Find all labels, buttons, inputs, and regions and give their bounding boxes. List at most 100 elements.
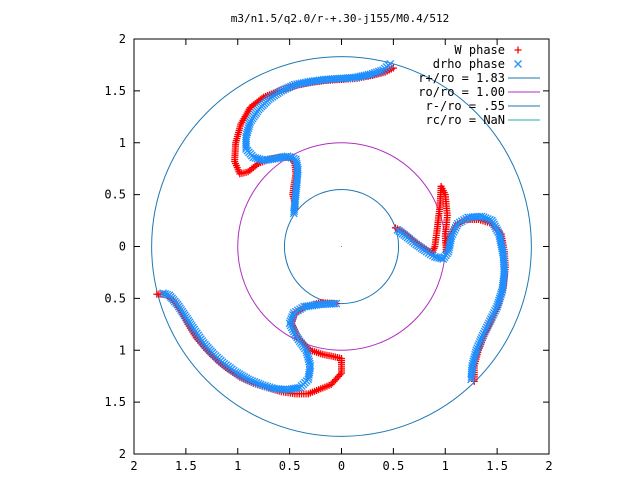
point-0-2-105 (336, 371, 344, 379)
point-1-0-108 (285, 153, 294, 161)
point-1-1-75 (487, 216, 496, 225)
point-1-2-58 (248, 377, 257, 385)
point-1-1-26 (484, 319, 493, 328)
point-1-1-92 (452, 221, 461, 230)
x-tick-label-4: 0 (338, 459, 345, 473)
point-1-2-115 (288, 313, 297, 322)
point-1-2-66 (265, 383, 274, 392)
x-tick-label-3: 0.5 (279, 459, 301, 473)
point-1-1-13 (472, 346, 481, 355)
point-1-2-107 (290, 329, 299, 338)
x-tick-label-6: 1 (442, 459, 449, 473)
point-1-2-96 (303, 350, 312, 359)
point-1-1-9 (470, 355, 478, 364)
point-1-1-19 (477, 333, 486, 342)
point-1-0-136 (290, 207, 298, 216)
point-1-2-61 (254, 379, 263, 388)
point-1-1-30 (489, 311, 497, 319)
legend-label-4: r-/ro = .55 (426, 99, 505, 113)
point-1-2-110 (287, 323, 296, 332)
point-1-1-33 (492, 304, 501, 313)
y-tick-label-3: 0.5 (104, 291, 126, 305)
x-tick-label-1: 1.5 (175, 459, 197, 473)
point-1-1-10 (470, 352, 479, 361)
point-1-2-59 (250, 377, 259, 386)
point-1-1-15 (474, 342, 483, 351)
point-1-0-51 (279, 86, 288, 94)
point-1-2-113 (286, 317, 295, 326)
point-1-2-64 (261, 381, 270, 390)
point-1-2-95 (304, 352, 312, 361)
origin-dot (341, 246, 342, 247)
point-1-2-97 (302, 348, 311, 357)
point-1-1-12 (471, 348, 480, 357)
point-1-0-50 (281, 85, 290, 94)
point-1-2-136 (330, 299, 339, 308)
point-1-2-109 (288, 325, 297, 334)
point-1-0-47 (286, 82, 295, 91)
radius-circle-0 (151, 56, 532, 437)
x-tick-label-2: 1 (234, 459, 241, 473)
point-1-1-28 (486, 315, 495, 324)
legend-marker-0 (514, 46, 522, 54)
point-1-2-63 (258, 381, 267, 390)
chart-title: m3/n1.5/q2.0/r-+.30-j155/M0.4/512 (231, 12, 450, 25)
x-tick-label-5: 0.5 (383, 459, 405, 473)
y-tick-label-6: 1 (119, 136, 126, 150)
legend-label-0: W phase (454, 43, 505, 57)
point-1-0-137 (289, 209, 298, 218)
point-1-1-76 (485, 215, 494, 224)
point-1-2-60 (252, 378, 261, 387)
point-1-2-79 (293, 383, 302, 392)
x-tick-label-0: 2 (130, 459, 137, 473)
point-1-1-6 (468, 361, 477, 370)
series-1-points (159, 59, 509, 394)
point-1-2-106 (291, 331, 300, 340)
point-1-0-46 (288, 81, 297, 90)
legend-label-2: r+/ro = 1.83 (418, 71, 505, 85)
point-1-1-93 (451, 223, 460, 232)
point-1-1-96 (448, 230, 457, 239)
y-tick-label-5: 0.5 (104, 188, 126, 202)
legend-label-5: rc/ro = NaN (426, 113, 505, 127)
y-tick-label-4: 0 (119, 240, 126, 254)
axes: 2 1.5 1 0.5 0 0.5 1 1.5 221.510.500.511.52 (104, 32, 552, 473)
point-1-1-8 (469, 357, 478, 366)
point-1-2-62 (256, 380, 265, 389)
point-1-2-65 (263, 382, 272, 391)
x-tick-label-7: 1.5 (486, 459, 508, 473)
point-1-1-23 (481, 325, 490, 334)
point-1-1-95 (449, 228, 458, 236)
point-1-1-20 (478, 331, 487, 340)
y-tick-label-2: 1 (119, 343, 126, 357)
point-1-2-108 (289, 327, 298, 336)
point-1-1-22 (480, 327, 489, 336)
point-1-1-17 (475, 337, 484, 346)
point-1-1-25 (483, 321, 492, 330)
legend-label-3: ro/ro = 1.00 (418, 85, 505, 99)
point-1-1-85 (466, 213, 475, 222)
x-tick-label-8: 2 (545, 459, 552, 473)
legend-marker-1 (514, 60, 522, 68)
radius-circle-2 (283, 188, 400, 305)
point-1-2-112 (285, 319, 294, 328)
point-1-1-32 (491, 306, 500, 315)
y-tick-label-1: 1.5 (104, 395, 126, 409)
point-1-2-92 (305, 359, 314, 368)
point-1-1-27 (485, 317, 494, 326)
point-1-2-94 (304, 355, 313, 364)
point-1-1-18 (476, 335, 485, 344)
point-1-1-103 (444, 245, 453, 254)
point-1-1-21 (479, 329, 488, 338)
point-1-0-107 (283, 152, 292, 161)
y-tick-label-0: 2 (119, 447, 126, 461)
y-tick-label-8: 2 (119, 32, 126, 46)
point-1-1-94 (450, 225, 459, 234)
point-1-1-24 (482, 323, 491, 332)
point-1-1-78 (481, 214, 490, 223)
point-1-1-16 (475, 340, 484, 348)
point-1-2-91 (306, 361, 315, 370)
point-1-1-31 (490, 308, 498, 317)
point-1-1-77 (483, 214, 492, 223)
